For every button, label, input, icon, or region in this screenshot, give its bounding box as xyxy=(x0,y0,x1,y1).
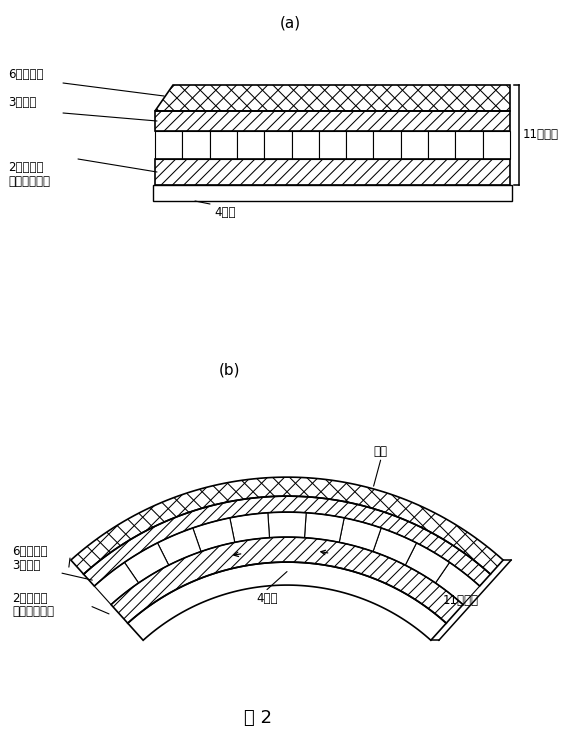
Text: 応力: 応力 xyxy=(374,445,388,458)
Text: 6カバー層: 6カバー層 xyxy=(8,68,44,81)
Polygon shape xyxy=(210,131,237,159)
Polygon shape xyxy=(305,513,344,542)
Text: 4基体: 4基体 xyxy=(256,591,278,605)
Polygon shape xyxy=(455,131,482,159)
Polygon shape xyxy=(268,512,306,538)
Polygon shape xyxy=(373,528,416,565)
Polygon shape xyxy=(435,562,480,605)
Polygon shape xyxy=(155,111,510,131)
Text: 4基体: 4基体 xyxy=(214,206,236,219)
Polygon shape xyxy=(339,518,381,551)
Polygon shape xyxy=(182,131,210,159)
Polygon shape xyxy=(373,131,401,159)
Polygon shape xyxy=(153,185,512,201)
Text: 2柱状結晶: 2柱状結晶 xyxy=(12,591,48,605)
Polygon shape xyxy=(264,131,292,159)
Text: 6カバー層: 6カバー層 xyxy=(12,545,48,558)
Polygon shape xyxy=(155,159,510,185)
Polygon shape xyxy=(111,537,463,623)
Text: (a): (a) xyxy=(279,15,301,30)
Polygon shape xyxy=(401,131,428,159)
Text: フェライト層: フェライト層 xyxy=(12,605,54,618)
Text: (b): (b) xyxy=(219,362,241,377)
Polygon shape xyxy=(128,562,446,640)
Polygon shape xyxy=(193,518,235,551)
Polygon shape xyxy=(155,85,510,111)
Polygon shape xyxy=(482,131,510,159)
Polygon shape xyxy=(111,537,463,623)
Polygon shape xyxy=(155,131,182,159)
Polygon shape xyxy=(230,513,270,542)
Text: 11発電部: 11発電部 xyxy=(523,129,559,141)
Polygon shape xyxy=(292,131,319,159)
Polygon shape xyxy=(83,496,490,586)
Polygon shape xyxy=(124,543,168,583)
Polygon shape xyxy=(155,85,510,111)
Polygon shape xyxy=(94,562,139,605)
Text: フェライト層: フェライト層 xyxy=(8,175,50,188)
Text: 図 2: 図 2 xyxy=(244,709,272,727)
Polygon shape xyxy=(158,528,201,565)
Text: 11発電部: 11発電部 xyxy=(443,593,479,607)
Polygon shape xyxy=(237,131,264,159)
Polygon shape xyxy=(346,131,373,159)
Polygon shape xyxy=(83,496,490,586)
Polygon shape xyxy=(155,111,510,131)
Polygon shape xyxy=(428,131,455,159)
Polygon shape xyxy=(71,477,503,574)
Text: 3起電膜: 3起電膜 xyxy=(8,96,36,109)
Polygon shape xyxy=(71,477,503,574)
Polygon shape xyxy=(405,543,450,583)
Text: 2柱状結晶: 2柱状結晶 xyxy=(8,161,44,174)
Polygon shape xyxy=(155,159,510,185)
Text: 3起電膜: 3起電膜 xyxy=(12,559,40,572)
Polygon shape xyxy=(319,131,346,159)
